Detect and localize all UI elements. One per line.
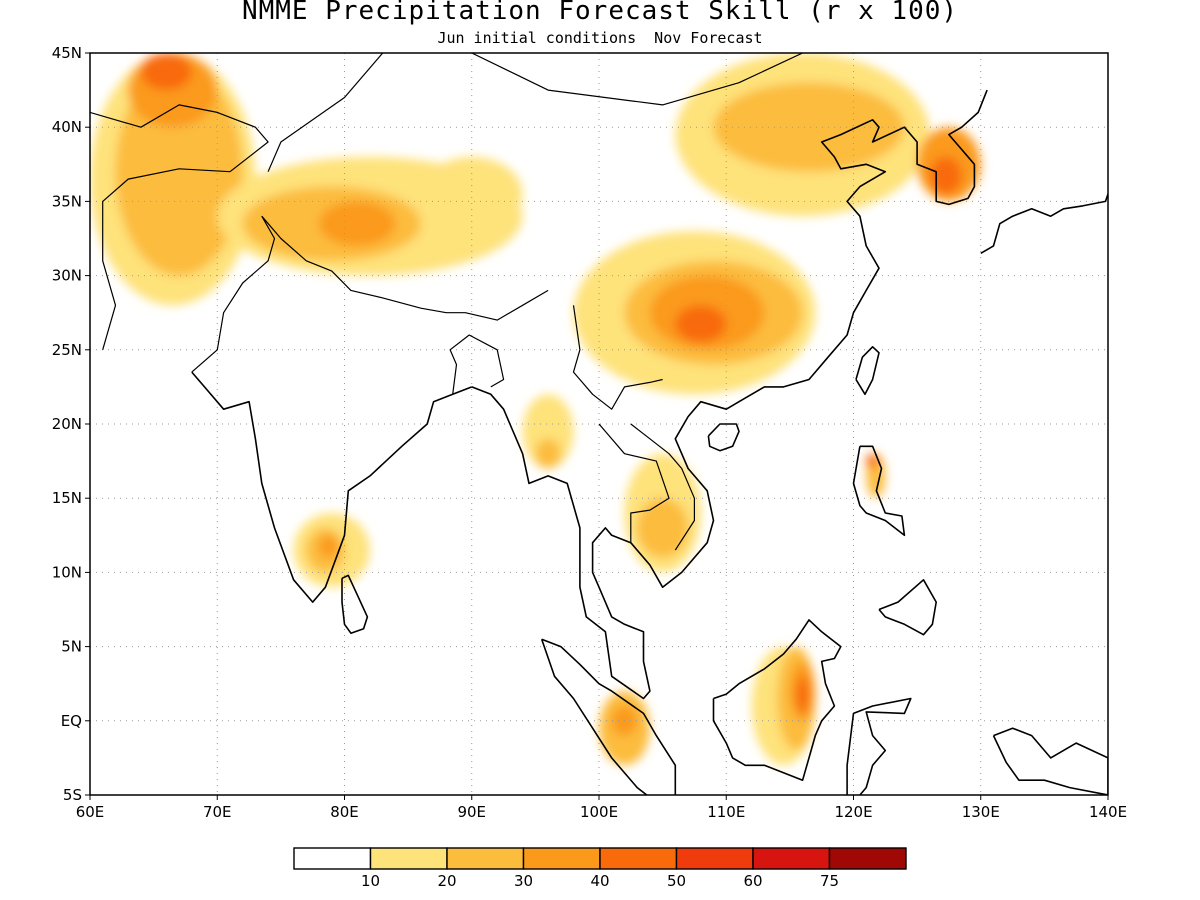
colorbar-cell (446, 847, 525, 870)
coastline-taiwan (855, 346, 880, 396)
lat-label: 5N (61, 638, 82, 656)
map-title: NMME Precipitation Forecast Skill (r x 1… (241, 0, 959, 26)
skill-region-north-china-core (713, 82, 905, 172)
lon-label: 130E (962, 803, 1000, 821)
lat-label: 10N (52, 563, 82, 581)
border-laos-vietnam (630, 423, 695, 551)
coastline-sri-lanka (341, 574, 369, 634)
coastline-sulawesi (846, 697, 912, 795)
skill-region-myanmar-core (535, 438, 561, 469)
coastline-sumatra-coast (540, 638, 677, 795)
coastline-borneo-coast (712, 619, 842, 781)
lat-label: 30N (52, 267, 82, 285)
coastline-layer (90, 53, 1108, 795)
border-thai-cambodia (598, 423, 670, 543)
gridline-layer (90, 53, 1108, 795)
lon-label: 90E (457, 803, 486, 821)
skill-region-tibet-east (420, 156, 523, 232)
skill-field-layer (90, 53, 981, 766)
lon-label: 120E (834, 803, 872, 821)
border-mekong (572, 305, 663, 410)
skill-region-kazakh-peak (140, 53, 192, 91)
skill-region-south-china-peak (675, 305, 727, 343)
colorbar-cell (293, 847, 372, 870)
coastline-india (191, 371, 473, 603)
colorbar-cell (675, 847, 754, 870)
colorbar-cell (522, 847, 601, 870)
map-subtitle: Jun initial conditions Nov Forecast (437, 29, 763, 47)
coastline-japan (980, 193, 1108, 254)
colorbar-label: 10 (361, 872, 380, 890)
axis-ticks (85, 52, 1109, 800)
lon-label: 140E (1089, 803, 1127, 821)
colorbar-cell (599, 847, 678, 870)
colorbar: 10 20 30 40 50 60 75 (293, 847, 907, 890)
colorbar-label: 20 (437, 872, 456, 890)
border-india-pakistan (191, 215, 276, 373)
skill-region-south-india-max (319, 535, 339, 558)
border-central-asia (90, 104, 269, 173)
border-iran-afghan (102, 168, 231, 350)
skill-region-myanmar (522, 394, 574, 469)
lat-label: 15N (52, 489, 82, 507)
lat-label: 5S (63, 786, 82, 804)
coastline-new-guinea (992, 727, 1108, 795)
lon-label: 80E (330, 803, 359, 821)
lon-label: 110E (707, 803, 745, 821)
skill-region-borneo-peak (796, 676, 809, 714)
colorbar-label: 60 (743, 872, 762, 890)
lat-label: 40N (52, 118, 82, 136)
lat-label: 45N (52, 44, 82, 62)
lat-label: 35N (52, 192, 82, 210)
lat-label: EQ (61, 712, 82, 730)
coastline-myanmar-thai-malay (471, 89, 988, 700)
border-china-west (267, 53, 384, 172)
skill-region-korea-peak (929, 156, 962, 194)
colorbar-cell (369, 847, 448, 870)
lat-label: 20N (52, 415, 82, 433)
colorbar-label: 40 (590, 872, 609, 890)
colorbar-label: 30 (514, 872, 533, 890)
border-mongolia (471, 53, 804, 106)
lon-label: 100E (580, 803, 618, 821)
coastline-mindanao (878, 579, 937, 636)
colorbar-label: 50 (667, 872, 686, 890)
lon-label: 70E (203, 803, 232, 821)
colorbar-cell (828, 847, 907, 870)
lat-label: 25N (52, 341, 82, 359)
skill-region-indochina-core (637, 498, 689, 558)
colorbar-label: 75 (820, 872, 839, 890)
skill-region-himalaya-max (319, 201, 396, 246)
border-bangladesh (449, 334, 505, 395)
coastline-hainan (707, 423, 740, 452)
colorbar-cell (752, 847, 831, 870)
border-himalaya-front (261, 215, 549, 321)
lon-label: 60E (76, 803, 105, 821)
skill-region-philippines-peak (866, 453, 879, 469)
coastline-luzon (852, 445, 906, 537)
